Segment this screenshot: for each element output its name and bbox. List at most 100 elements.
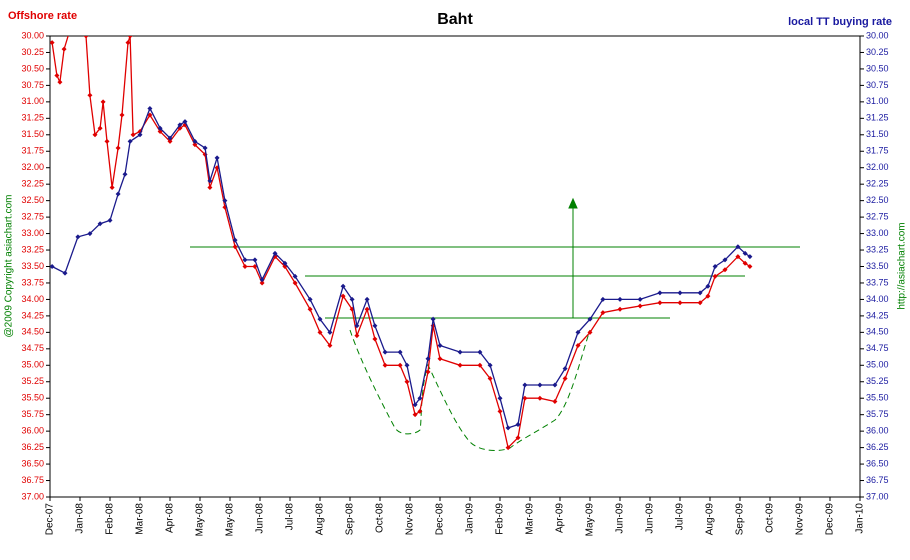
- y2-tick-label: 33.50: [866, 261, 889, 271]
- y-axis-label: Offshore rate: [8, 10, 77, 22]
- y-tick-label: 34.00: [21, 294, 44, 304]
- point: [587, 329, 593, 335]
- point: [587, 316, 593, 322]
- point: [252, 264, 258, 269]
- point: [372, 336, 378, 342]
- y2-tick-label: 34.00: [866, 294, 889, 304]
- point: [372, 323, 378, 329]
- point: [487, 375, 493, 381]
- point: [157, 125, 163, 131]
- x-tick-label: Jun-09: [645, 503, 656, 534]
- point: [127, 36, 133, 39]
- x-tick-label: Nov-09: [795, 503, 806, 536]
- point: [364, 296, 370, 302]
- y-tick-label: 33.25: [21, 244, 44, 254]
- y-tick-label: 32.25: [21, 179, 44, 189]
- y2-tick-label: 34.50: [866, 327, 889, 337]
- point: [742, 250, 748, 256]
- x-tick-label: Oct-08: [375, 503, 386, 533]
- y2-tick-label: 36.25: [866, 442, 889, 452]
- chart-title: Baht: [437, 11, 473, 28]
- y-tick-label: 32.50: [21, 195, 44, 205]
- point: [722, 257, 728, 263]
- y-tick-label: 34.75: [21, 343, 44, 353]
- point: [292, 280, 298, 286]
- x-tick-label: Jul-09: [675, 503, 686, 531]
- point: [522, 382, 528, 388]
- point: [137, 132, 143, 138]
- point: [242, 257, 248, 263]
- y2-tick-label: 36.75: [866, 475, 889, 485]
- point: [697, 290, 703, 296]
- point: [292, 273, 298, 279]
- point: [552, 382, 558, 388]
- x-tick-label: Feb-09: [495, 503, 506, 535]
- point: [83, 36, 89, 39]
- x-tick-label: Sep-08: [345, 503, 356, 536]
- point: [50, 264, 55, 269]
- point: [125, 40, 131, 46]
- x-tick-label: Jan-09: [465, 503, 476, 534]
- x-tick-label: May-08: [225, 503, 236, 537]
- x-tick-label: Mar-09: [525, 503, 536, 535]
- point: [119, 112, 125, 118]
- point: [677, 290, 683, 296]
- point: [404, 362, 410, 368]
- y2-tick-label: 36.50: [866, 458, 889, 468]
- x-tick-label: Nov-08: [405, 503, 416, 536]
- point: [425, 369, 431, 375]
- point: [182, 119, 188, 125]
- point: [747, 254, 753, 260]
- y2-tick-label: 34.75: [866, 343, 889, 353]
- point: [115, 191, 121, 197]
- y-tick-label: 36.75: [21, 475, 44, 485]
- x-tick-label: Mar-08: [135, 503, 146, 535]
- point: [340, 293, 346, 299]
- point: [107, 217, 113, 223]
- y-tick-label: 36.00: [21, 426, 44, 436]
- point: [307, 296, 313, 302]
- point: [575, 343, 581, 349]
- point: [75, 234, 81, 240]
- arrow-head: [568, 197, 578, 209]
- trend-annotations: [190, 197, 800, 451]
- point: [412, 402, 418, 408]
- y-tick-label: 35.00: [21, 360, 44, 370]
- y2-tick-label: 30.00: [866, 30, 889, 40]
- point: [214, 155, 220, 161]
- point: [317, 329, 323, 335]
- point: [417, 395, 423, 401]
- y2-tick-label: 33.75: [866, 277, 889, 287]
- y-tick-label: 33.00: [21, 228, 44, 238]
- point: [430, 316, 436, 322]
- x-tick-label: Feb-08: [105, 503, 116, 535]
- point: [562, 375, 568, 381]
- point: [87, 92, 93, 98]
- point: [617, 306, 623, 312]
- point: [354, 323, 360, 329]
- point: [364, 306, 370, 312]
- point: [600, 296, 606, 302]
- point: [232, 237, 238, 243]
- point: [677, 300, 683, 306]
- point: [497, 408, 503, 414]
- y-tick-label: 32.00: [21, 162, 44, 172]
- point: [354, 333, 360, 339]
- x-tick-label: Sep-09: [735, 503, 746, 536]
- y-tick-label: 37.00: [21, 491, 44, 501]
- point: [147, 105, 153, 111]
- point: [109, 184, 115, 190]
- point: [167, 138, 173, 144]
- point: [327, 329, 333, 335]
- point: [477, 362, 483, 368]
- x-tick-label: Aug-09: [705, 503, 716, 536]
- y-tick-label: 33.50: [21, 261, 44, 271]
- point: [617, 296, 623, 302]
- point: [437, 356, 443, 362]
- y-tick-label: 31.25: [21, 113, 44, 123]
- point: [417, 408, 423, 414]
- point: [207, 178, 213, 184]
- y2-tick-label: 35.25: [866, 376, 889, 386]
- y2-tick-label: 32.50: [866, 195, 889, 205]
- series-layer: [50, 36, 753, 451]
